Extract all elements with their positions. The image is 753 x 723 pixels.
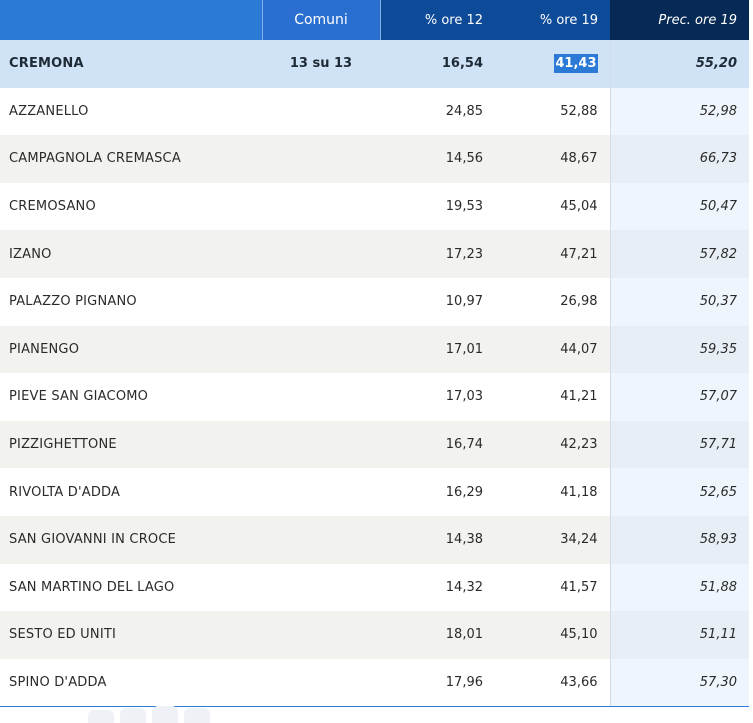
comune-name: SAN MARTINO DEL LAGO xyxy=(0,563,262,612)
comune-row: PIZZIGHETTONE 16,74 42,23 57,71 xyxy=(0,420,749,469)
comune-name: IZANO xyxy=(0,230,262,278)
comune-empty xyxy=(262,230,380,278)
comune-row: SESTO ED UNITI 18,01 45,10 51,11 xyxy=(0,611,749,659)
comune-ore-19: 45,04 xyxy=(495,182,610,231)
comune-empty xyxy=(262,325,380,374)
comune-prec-ore-19: 58,93 xyxy=(609,515,749,564)
comune-ore-19: 26,98 xyxy=(495,277,610,326)
province-name: CREMONA xyxy=(0,40,262,88)
comune-name: RIVOLTA D'ADDA xyxy=(0,468,262,516)
table-header-row: Comuni % ore 12 % ore 19 Prec. ore 19 xyxy=(0,0,749,40)
comune-name: SPINO D'ADDA xyxy=(0,658,262,707)
comune-name: PIZZIGHETTONE xyxy=(0,420,262,469)
comune-empty xyxy=(262,563,380,612)
comune-name: AZZANELLO xyxy=(0,87,262,136)
comune-row: SPINO D'ADDA 17,96 43,66 57,30 xyxy=(0,658,749,707)
comune-ore-12: 14,56 xyxy=(380,135,495,183)
comune-prec-ore-19: 57,71 xyxy=(609,420,749,469)
comune-prec-ore-19: 50,47 xyxy=(609,182,749,231)
comune-ore-19: 44,07 xyxy=(495,325,610,374)
comune-ore-19: 45,10 xyxy=(495,611,610,659)
comune-ore-12: 19,53 xyxy=(380,182,495,231)
comune-name: CAMPAGNOLA CREMASCA xyxy=(0,135,262,183)
comune-ore-12: 16,74 xyxy=(380,420,495,469)
comune-prec-ore-19: 57,30 xyxy=(609,658,749,707)
turnout-table: Comuni % ore 12 % ore 19 Prec. ore 19 CR… xyxy=(0,0,749,707)
comune-ore-19: 41,18 xyxy=(495,468,610,516)
header-ore-19[interactable]: % ore 19 xyxy=(495,0,610,40)
comune-prec-ore-19: 52,65 xyxy=(609,468,749,516)
comune-ore-12: 17,01 xyxy=(380,325,495,374)
comune-row: RIVOLTA D'ADDA 16,29 41,18 52,65 xyxy=(0,468,749,516)
comune-prec-ore-19: 50,37 xyxy=(609,277,749,326)
comune-prec-ore-19: 57,07 xyxy=(609,373,749,421)
comune-name: CREMOSANO xyxy=(0,182,262,231)
comune-ore-12: 18,01 xyxy=(380,611,495,659)
comune-ore-19: 43,66 xyxy=(495,658,610,707)
comune-ore-12: 17,03 xyxy=(380,373,495,421)
header-name xyxy=(0,0,263,40)
comune-prec-ore-19: 59,35 xyxy=(609,325,749,374)
comune-empty xyxy=(262,468,380,516)
province-total-row: CREMONA 13 su 13 16,54 41,43 55,20 xyxy=(0,40,749,88)
selected-text[interactable]: 41,43 xyxy=(554,54,598,74)
comune-empty xyxy=(262,420,380,469)
comune-name: SESTO ED UNITI xyxy=(0,611,262,659)
comune-name: PIEVE SAN GIACOMO xyxy=(0,373,262,421)
comune-prec-ore-19: 66,73 xyxy=(609,135,749,183)
comune-row: AZZANELLO 24,85 52,88 52,98 xyxy=(0,87,749,136)
total-prec-ore-19: 55,20 xyxy=(609,40,749,88)
comune-ore-19: 41,21 xyxy=(495,373,610,421)
total-ore-12: 16,54 xyxy=(380,40,495,88)
comune-row: SAN MARTINO DEL LAGO 14,32 41,57 51,88 xyxy=(0,563,749,612)
comune-row: IZANO 17,23 47,21 57,82 xyxy=(0,230,749,278)
comune-prec-ore-19: 52,98 xyxy=(609,87,749,136)
comune-row: PIANENGO 17,01 44,07 59,35 xyxy=(0,325,749,374)
comune-ore-12: 17,23 xyxy=(380,230,495,278)
comune-empty xyxy=(262,135,380,183)
header-prec-ore-19[interactable]: Prec. ore 19 xyxy=(610,0,749,40)
header-comuni[interactable]: Comuni xyxy=(262,0,381,40)
comune-ore-12: 14,32 xyxy=(380,563,495,612)
comune-prec-ore-19: 51,88 xyxy=(609,563,749,612)
comune-row: PIEVE SAN GIACOMO 17,03 41,21 57,07 xyxy=(0,373,749,421)
comune-ore-12: 10,97 xyxy=(380,277,495,326)
comune-ore-12: 14,38 xyxy=(380,515,495,564)
comune-ore-19: 34,24 xyxy=(495,515,610,564)
comune-ore-12: 16,29 xyxy=(380,468,495,516)
comune-empty xyxy=(262,277,380,326)
comune-name: PALAZZO PIGNANO xyxy=(0,277,262,326)
header-ore-12[interactable]: % ore 12 xyxy=(380,0,495,40)
comune-ore-12: 17,96 xyxy=(380,658,495,707)
comune-name: SAN GIOVANNI IN CROCE xyxy=(0,515,262,564)
comune-empty xyxy=(262,373,380,421)
comune-empty xyxy=(262,658,380,707)
comune-prec-ore-19: 57,82 xyxy=(609,230,749,278)
comune-ore-19: 48,67 xyxy=(495,135,610,183)
comune-prec-ore-19: 51,11 xyxy=(609,611,749,659)
comune-empty xyxy=(262,611,380,659)
comune-row: SAN GIOVANNI IN CROCE 14,38 34,24 58,93 xyxy=(0,515,749,564)
comune-ore-19: 41,57 xyxy=(495,563,610,612)
comuni-count: 13 su 13 xyxy=(262,40,380,88)
comune-row: CAMPAGNOLA CREMASCA 14,56 48,67 66,73 xyxy=(0,135,749,183)
comune-row: PALAZZO PIGNANO 10,97 26,98 50,37 xyxy=(0,277,749,326)
comune-ore-19: 52,88 xyxy=(495,87,610,136)
total-ore-19-cell: 41,43 xyxy=(495,40,610,88)
comune-empty xyxy=(262,515,380,564)
comune-ore-19: 47,21 xyxy=(495,230,610,278)
comune-ore-12: 24,85 xyxy=(380,87,495,136)
comune-empty xyxy=(262,87,380,136)
comune-empty xyxy=(262,182,380,231)
comune-ore-19: 42,23 xyxy=(495,420,610,469)
comune-name: PIANENGO xyxy=(0,325,262,374)
comune-row: CREMOSANO 19,53 45,04 50,47 xyxy=(0,182,749,231)
